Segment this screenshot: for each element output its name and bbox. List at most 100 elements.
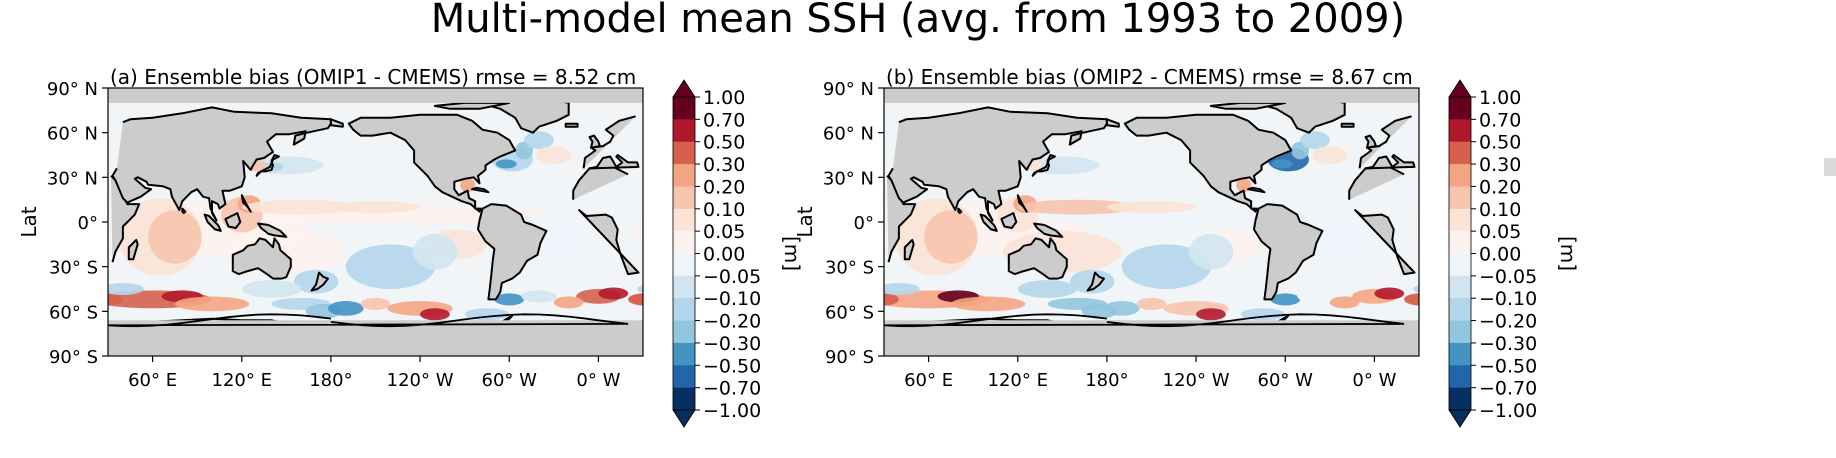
land-mass: [329, 118, 344, 128]
colorbar-tick-label: −0.50: [703, 355, 761, 377]
land-mass: [203, 213, 222, 232]
colorbar-segment: [673, 275, 695, 299]
colorbar-segment: [1449, 320, 1471, 344]
colorbar-segment: [673, 342, 695, 366]
y-tick-label: 60° N: [47, 124, 98, 145]
bias-patch: [412, 233, 458, 270]
bias-patch: [1329, 296, 1360, 309]
land-mass: [224, 212, 242, 229]
land-mass: [1033, 222, 1064, 238]
bias-patch: [328, 301, 364, 316]
bias-patch: [1271, 159, 1293, 169]
colorbar-label: [m]: [780, 236, 804, 271]
bias-patch: [330, 201, 421, 214]
y-axis-label: Lat: [793, 206, 817, 237]
y-tick-label: 90° S: [825, 347, 874, 368]
colorbar-segment: [1449, 365, 1471, 389]
colorbar-segment: [673, 298, 695, 322]
y-tick-label: 90° N: [823, 79, 874, 100]
colorbar-segment: [1449, 208, 1471, 232]
bias-patch: [598, 287, 629, 300]
x-tick-label: 120° E: [212, 370, 272, 391]
land-mass: [1247, 186, 1266, 194]
bias-patch: [345, 244, 435, 289]
land-mass: [1105, 118, 1120, 128]
land-mass: [1340, 122, 1355, 128]
colorbar-tick-label: 1.00: [1479, 87, 1521, 109]
colorbar-segment: [673, 231, 695, 254]
land-mass: [1000, 212, 1018, 229]
colorbar-tick-label: 0.30: [703, 154, 745, 176]
figure-suptitle: Multi-model mean SSH (avg. from 1993 to …: [430, 0, 1406, 42]
panel-b: (b) Ensemble bias (OMIP2 - CMEMS) rmse =…: [793, 65, 1580, 428]
bias-patch: [884, 283, 920, 295]
bias-patch: [241, 199, 361, 215]
land-mass: [564, 122, 579, 128]
colorbar-segment: [673, 141, 695, 165]
colorbar-segment: [673, 253, 695, 277]
land-mass: [231, 237, 292, 280]
bias-patch: [495, 159, 517, 169]
x-tick-label: 120° W: [387, 370, 454, 391]
x-tick-label: 60° E: [904, 370, 953, 391]
land-mass: [1364, 134, 1377, 149]
bias-patch: [950, 296, 1026, 312]
antarctica-coast: [108, 313, 629, 328]
map-b: [884, 88, 1419, 356]
land-mass: [1086, 271, 1105, 292]
colorbar-extend-min: [1448, 409, 1472, 428]
bias-patch: [494, 293, 525, 306]
x-tick-label: 180°: [1085, 370, 1128, 391]
colorbar-tick-label: 0.50: [703, 132, 745, 154]
bias-patch: [1270, 293, 1301, 306]
colorbar-tick-label: 0.10: [1479, 199, 1521, 221]
colorbar-tick-label: 0.30: [1479, 154, 1521, 176]
bias-patch: [1104, 301, 1140, 316]
panel-a: (a) Ensemble bias (OMIP1 - CMEMS) rmse =…: [17, 65, 804, 428]
colorbar-tick-label: −0.30: [703, 333, 761, 355]
colorbar-tick-label: 0.70: [703, 109, 745, 131]
bias-patch: [1236, 177, 1251, 193]
colorbar-tick-label: 1.00: [703, 87, 745, 109]
land-mass: [588, 134, 601, 149]
scrollbar-thumb[interactable]: [1824, 158, 1836, 176]
bias-patch: [1017, 280, 1078, 298]
land-mass: [903, 238, 915, 261]
colorbar-segment: [673, 387, 695, 411]
y-tick-label: 0°: [854, 213, 874, 234]
colorbar-tick-label: −0.30: [1479, 333, 1537, 355]
arctic-cap: [884, 88, 1419, 103]
bias-patch: [536, 146, 572, 164]
x-tick-label: 60° W: [1258, 370, 1314, 391]
bias-patch: [241, 280, 302, 298]
land-mass: [255, 154, 280, 177]
colorbar-segment: [1449, 186, 1471, 210]
subplot-title: (b) Ensemble bias (OMIP2 - CMEMS) rmse =…: [886, 65, 1413, 89]
land-mass: [127, 238, 139, 261]
colorbar-tick-label: −1.00: [1479, 400, 1537, 422]
colorbar-segment: [673, 164, 695, 187]
colorbar-tick-label: −0.20: [1479, 311, 1537, 333]
colorbar-segment: [1449, 387, 1471, 411]
colorbar-tick-label: −0.10: [703, 288, 761, 310]
bias-patch: [635, 219, 643, 240]
land-mass: [347, 113, 517, 213]
land-mass: [1209, 101, 1287, 110]
land-mass: [1031, 154, 1056, 177]
bias-patch: [1312, 146, 1348, 164]
x-tick-label: 60° E: [128, 370, 177, 391]
bias-patch: [460, 177, 475, 193]
colorbar-tick-label: 0.00: [703, 244, 745, 266]
bias-patch: [1188, 233, 1234, 270]
bias-patch: [1413, 284, 1419, 294]
bias-patch: [1017, 199, 1137, 215]
bias-patch: [1374, 287, 1405, 300]
bias-patch: [108, 293, 123, 306]
y-tick-label: 60° N: [823, 124, 874, 145]
colorbar-extend-max: [672, 79, 696, 98]
colorbar-segment: [673, 119, 695, 143]
land-mass: [257, 222, 288, 238]
bias-patch: [148, 210, 202, 264]
colorbar-segment: [673, 97, 695, 120]
bias-patch: [628, 293, 643, 306]
